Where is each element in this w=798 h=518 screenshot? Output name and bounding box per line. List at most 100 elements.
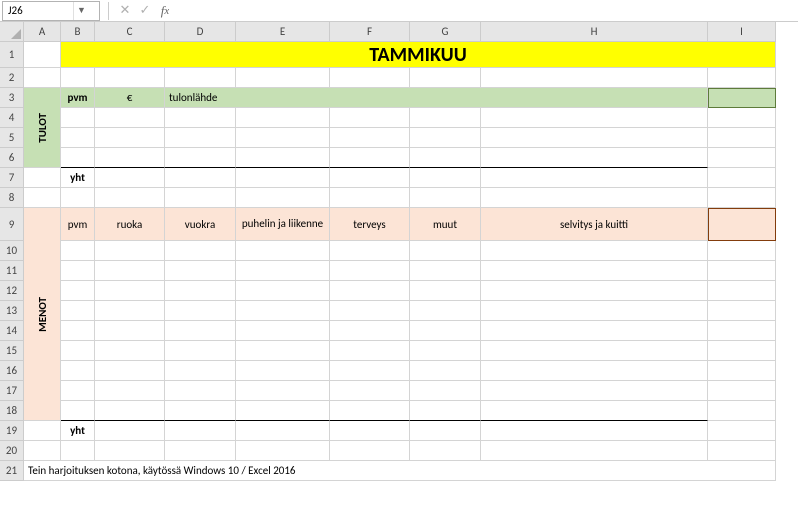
cell-c2[interactable] bbox=[95, 68, 165, 88]
cell-g15[interactable] bbox=[410, 341, 481, 361]
cell-i14[interactable] bbox=[708, 321, 776, 341]
col-header-a[interactable]: A bbox=[24, 22, 61, 42]
cell-f11[interactable] bbox=[330, 261, 410, 281]
cell-d16[interactable] bbox=[165, 361, 236, 381]
cell-e13[interactable] bbox=[236, 301, 330, 321]
cell-i17[interactable] bbox=[708, 381, 776, 401]
cell-h15[interactable] bbox=[481, 341, 708, 361]
cell-f15[interactable] bbox=[330, 341, 410, 361]
name-box-input[interactable] bbox=[3, 4, 73, 17]
cell-d11[interactable] bbox=[165, 261, 236, 281]
cell-c16[interactable] bbox=[95, 361, 165, 381]
cell-g16[interactable] bbox=[410, 361, 481, 381]
cell-g6[interactable] bbox=[410, 148, 481, 168]
cell-h10[interactable] bbox=[481, 241, 708, 261]
cell-d6[interactable] bbox=[165, 148, 236, 168]
cell-e12[interactable] bbox=[236, 281, 330, 301]
cell-b16[interactable] bbox=[61, 361, 95, 381]
cell-h7[interactable] bbox=[481, 168, 708, 188]
cell-i16[interactable] bbox=[708, 361, 776, 381]
cell-c18[interactable] bbox=[95, 401, 165, 421]
tulot-label-cell[interactable]: TULOT bbox=[24, 88, 61, 168]
cell-f20[interactable] bbox=[330, 441, 410, 461]
cell-e2[interactable] bbox=[236, 68, 330, 88]
cell-i4[interactable] bbox=[708, 108, 776, 128]
cell-b6[interactable] bbox=[61, 148, 95, 168]
row-header-10[interactable]: 10 bbox=[0, 241, 24, 261]
cell-b17[interactable] bbox=[61, 381, 95, 401]
col-header-i[interactable]: I bbox=[708, 22, 776, 42]
spreadsheet-grid[interactable]: A B C D E F G H I 1 TAMMIKUU 2 3 TULOT p… bbox=[0, 22, 798, 481]
cell-d2[interactable] bbox=[165, 68, 236, 88]
cell-f16[interactable] bbox=[330, 361, 410, 381]
cell-e15[interactable] bbox=[236, 341, 330, 361]
cell-c4[interactable] bbox=[95, 108, 165, 128]
cell-i8[interactable] bbox=[708, 188, 776, 208]
cell-h20[interactable] bbox=[481, 441, 708, 461]
cell-b18[interactable] bbox=[61, 401, 95, 421]
cell-d13[interactable] bbox=[165, 301, 236, 321]
cancel-icon[interactable]: ✕ bbox=[115, 1, 135, 21]
cell-g13[interactable] bbox=[410, 301, 481, 321]
cell-d10[interactable] bbox=[165, 241, 236, 261]
cell-i11[interactable] bbox=[708, 261, 776, 281]
cell-g2[interactable] bbox=[410, 68, 481, 88]
cell-c12[interactable] bbox=[95, 281, 165, 301]
cell-i20[interactable] bbox=[708, 441, 776, 461]
tulot-hdr-i[interactable] bbox=[708, 88, 776, 108]
cell-g20[interactable] bbox=[410, 441, 481, 461]
row-header-21[interactable]: 21 bbox=[0, 461, 24, 481]
cell-b15[interactable] bbox=[61, 341, 95, 361]
cell-c20[interactable] bbox=[95, 441, 165, 461]
menot-hdr-i[interactable] bbox=[708, 208, 776, 241]
cell-g4[interactable] bbox=[410, 108, 481, 128]
cell-e20[interactable] bbox=[236, 441, 330, 461]
cell-c5[interactable] bbox=[95, 128, 165, 148]
cell-e8[interactable] bbox=[236, 188, 330, 208]
cell-g14[interactable] bbox=[410, 321, 481, 341]
cell-f18[interactable] bbox=[330, 401, 410, 421]
cell-h6[interactable] bbox=[481, 148, 708, 168]
cell-g19[interactable] bbox=[410, 421, 481, 441]
cell-b11[interactable] bbox=[61, 261, 95, 281]
cell-d5[interactable] bbox=[165, 128, 236, 148]
row-header-7[interactable]: 7 bbox=[0, 168, 24, 188]
cell-e4[interactable] bbox=[236, 108, 330, 128]
formula-input[interactable] bbox=[175, 1, 798, 21]
cell-a20[interactable] bbox=[24, 441, 61, 461]
cell-b13[interactable] bbox=[61, 301, 95, 321]
cell-i10[interactable] bbox=[708, 241, 776, 261]
row-header-16[interactable]: 16 bbox=[0, 361, 24, 381]
cell-b5[interactable] bbox=[61, 128, 95, 148]
cell-f2[interactable] bbox=[330, 68, 410, 88]
row-header-2[interactable]: 2 bbox=[0, 68, 24, 88]
cell-d12[interactable] bbox=[165, 281, 236, 301]
row-header-6[interactable]: 6 bbox=[0, 148, 24, 168]
cell-h8[interactable] bbox=[481, 188, 708, 208]
cell-f14[interactable] bbox=[330, 321, 410, 341]
cell-h13[interactable] bbox=[481, 301, 708, 321]
cell-e19[interactable] bbox=[236, 421, 330, 441]
cell-g10[interactable] bbox=[410, 241, 481, 261]
cell-e6[interactable] bbox=[236, 148, 330, 168]
cell-c14[interactable] bbox=[95, 321, 165, 341]
cell-c15[interactable] bbox=[95, 341, 165, 361]
cell-b10[interactable] bbox=[61, 241, 95, 261]
row-header-9[interactable]: 9 bbox=[0, 208, 24, 241]
cell-c17[interactable] bbox=[95, 381, 165, 401]
cell-b8[interactable] bbox=[61, 188, 95, 208]
cell-e5[interactable] bbox=[236, 128, 330, 148]
cell-g18[interactable] bbox=[410, 401, 481, 421]
cell-h4[interactable] bbox=[481, 108, 708, 128]
cell-f13[interactable] bbox=[330, 301, 410, 321]
col-header-b[interactable]: B bbox=[61, 22, 95, 42]
cell-f12[interactable] bbox=[330, 281, 410, 301]
cell-c7[interactable] bbox=[95, 168, 165, 188]
menot-hdr-muut[interactable]: muut bbox=[410, 208, 481, 241]
row-header-17[interactable]: 17 bbox=[0, 381, 24, 401]
col-header-f[interactable]: F bbox=[330, 22, 410, 42]
row-header-8[interactable]: 8 bbox=[0, 188, 24, 208]
cell-i6[interactable] bbox=[708, 148, 776, 168]
cell-d17[interactable] bbox=[165, 381, 236, 401]
name-box[interactable]: ▼ bbox=[2, 1, 100, 21]
